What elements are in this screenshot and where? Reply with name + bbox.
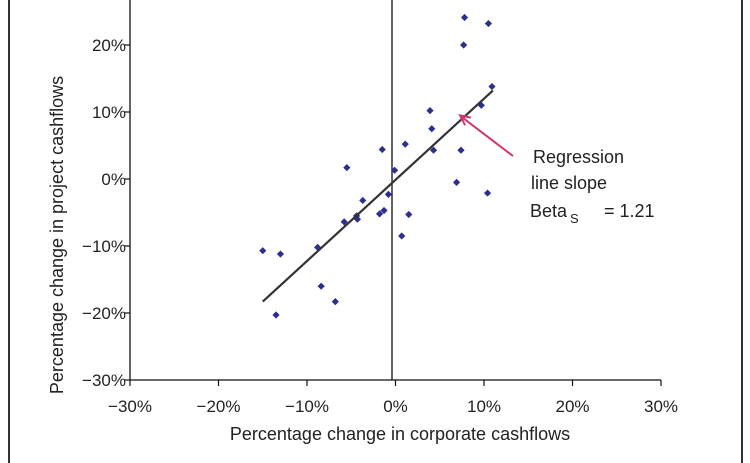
data-point	[259, 247, 267, 255]
annotation-arrowhead	[458, 113, 472, 126]
y-tick-label: 10%	[92, 103, 126, 122]
regression-layer	[262, 89, 494, 303]
data-point	[428, 125, 436, 133]
x-tick-label: 0%	[383, 397, 408, 416]
data-points	[259, 13, 496, 319]
data-point	[272, 311, 280, 319]
y-tick-label: 20%	[92, 36, 126, 55]
data-point	[483, 189, 492, 197]
data-point	[378, 145, 386, 154]
y-axis-label: Percentage change in project cashflows	[47, 76, 67, 394]
y-tick-label: −30%	[82, 371, 126, 390]
x-tick-label: 10%	[467, 397, 501, 416]
data-point	[384, 190, 393, 199]
data-point	[426, 107, 434, 115]
beta-value: = 1.21	[604, 201, 655, 221]
data-point	[457, 146, 465, 154]
data-point	[343, 164, 351, 172]
x-tick-label: −20%	[197, 397, 241, 416]
y-tick-label: 0%	[101, 170, 126, 189]
data-point	[380, 206, 388, 215]
annotation-line-1: Regression	[533, 147, 624, 167]
y-tick-label: −20%	[82, 304, 126, 323]
x-tick-label: −10%	[285, 397, 329, 416]
data-point	[375, 210, 384, 218]
regression-line	[262, 89, 494, 303]
data-point	[405, 210, 413, 219]
y-ticks: 20% 10% 0% −10% −20% −30%	[82, 36, 130, 390]
beta-subscript: S	[570, 211, 579, 226]
data-point	[452, 178, 461, 186]
frame-right-border	[741, 0, 743, 463]
data-point	[391, 166, 399, 174]
data-point	[331, 298, 339, 306]
data-point	[460, 13, 469, 22]
data-point	[317, 282, 325, 290]
annotation-line-2: line slope	[531, 173, 607, 193]
data-point	[340, 218, 348, 226]
data-point	[276, 250, 285, 258]
beta-label: Beta	[530, 201, 568, 221]
data-point	[460, 41, 468, 49]
data-point	[477, 101, 485, 109]
annotation-arrow-line	[461, 116, 514, 157]
annotation: Regression line slope Beta S = 1.21	[458, 113, 655, 226]
data-point	[401, 140, 409, 148]
x-tick-label: 20%	[555, 397, 589, 416]
y-tick-label: −10%	[82, 237, 126, 256]
x-ticks: −30% −20% −10% 0% 10% 20% 30%	[108, 380, 678, 416]
data-point	[429, 146, 438, 154]
data-point	[359, 196, 367, 205]
x-axis-label: Percentage change in corporate cashflows	[230, 424, 570, 444]
data-point	[484, 19, 493, 28]
x-tick-label: 30%	[644, 397, 678, 416]
x-tick-label: −30%	[108, 397, 152, 416]
frame-left-border	[8, 0, 10, 463]
data-point	[398, 232, 406, 240]
data-point	[488, 82, 496, 91]
